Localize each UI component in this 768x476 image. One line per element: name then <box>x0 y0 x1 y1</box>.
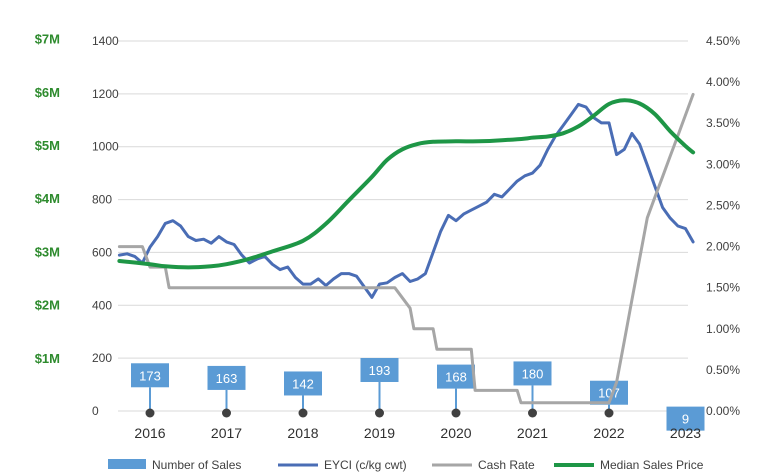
left-axis-dollars: $1M $2M $3M $4M $5M $6M $7M <box>35 32 60 366</box>
sales-value-label: 9 <box>682 412 689 427</box>
sales-value-label: 173 <box>139 368 161 383</box>
eyci-tick-label: 1400 <box>92 34 119 48</box>
legend-label: Number of Sales <box>152 458 241 472</box>
sales-dot <box>298 408 308 418</box>
gridlines <box>118 40 688 412</box>
dollar-tick-label: $4M <box>35 191 60 206</box>
x-tick-label: 2023 <box>670 425 701 441</box>
x-tick-label: 2020 <box>440 425 471 441</box>
legend-label: Cash Rate <box>478 458 535 472</box>
sales-value-label: 168 <box>445 370 467 385</box>
sales-value-label: 163 <box>216 371 238 386</box>
dollar-tick-label: $6M <box>35 85 60 100</box>
sales-box <box>284 371 322 396</box>
cash-rate-tick-label: 0.50% <box>706 363 740 377</box>
series-lines <box>117 92 696 405</box>
cash-rate-tick-label: 0.00% <box>706 404 740 418</box>
legend-swatch-sales <box>108 459 146 469</box>
sales-dot <box>528 408 537 418</box>
sales-box <box>360 357 399 382</box>
eyci-tick-label: 200 <box>92 351 112 365</box>
legend: Number of Sales EYCI (c/kg cwt) Cash Rate M… <box>108 458 704 472</box>
x-tick-label: 2021 <box>517 425 548 441</box>
median-sales-price-line <box>117 98 696 270</box>
sales-dot <box>375 408 384 418</box>
dollar-tick-label: $7M <box>35 32 60 47</box>
x-tick-label: 2017 <box>211 425 242 441</box>
sales-dot <box>604 408 614 418</box>
cash-rate-line <box>117 92 695 405</box>
cash-rate-tick-label: 1.00% <box>706 322 740 336</box>
legend-label: EYCI (c/kg cwt) <box>324 458 407 472</box>
dollar-tick-label: $1M <box>35 351 60 366</box>
cash-rate-tick-label: 2.50% <box>706 198 740 212</box>
cash-rate-tick-label: 3.00% <box>706 157 740 171</box>
eyci-line <box>117 102 695 299</box>
sales-dot <box>222 408 231 418</box>
cash-rate-tick-label: 2.00% <box>706 240 740 254</box>
left-axis-eyci: 0 200 400 600 800 1000 1200 1400 <box>92 34 119 418</box>
sales-box <box>207 365 246 390</box>
eyci-tick-label: 0 <box>92 404 99 418</box>
cash-rate-tick-label: 3.50% <box>706 116 740 130</box>
cash-rate-tick-label: 1.50% <box>706 281 740 295</box>
dollar-tick-label: $5M <box>35 138 60 153</box>
dollar-tick-label: $2M <box>35 298 60 313</box>
right-axis-cash-rate: 0.00% 0.50% 1.00% 1.50% 2.00% 2.50% 3.00% 3.50%… <box>706 34 740 418</box>
legend-label: Median Sales Price <box>600 458 704 472</box>
cash-rate-tick-label: 4.00% <box>706 75 740 89</box>
sales-value-label: 193 <box>369 363 391 378</box>
sales-box <box>437 364 475 389</box>
sales-box <box>513 361 552 386</box>
sales-value-label: 142 <box>292 376 314 391</box>
x-tick-label: 2019 <box>364 425 395 441</box>
eyci-tick-label: 600 <box>92 245 112 259</box>
cash-rate-tick-label: 4.50% <box>706 34 740 48</box>
x-axis-years: 2016 2017 2018 2019 2020 2021 2022 2023 <box>134 425 701 441</box>
sales-dot <box>145 408 155 418</box>
eyci-tick-label: 800 <box>92 193 112 207</box>
eyci-tick-label: 400 <box>92 298 112 312</box>
eyci-tick-label: 1200 <box>92 87 119 101</box>
sales-value-label: 180 <box>522 366 544 381</box>
sales-box <box>666 406 705 431</box>
sales-box <box>131 363 169 388</box>
dollar-tick-label: $3M <box>35 244 60 259</box>
eyci-tick-label: 1000 <box>92 140 119 154</box>
x-tick-label: 2018 <box>287 425 318 441</box>
x-tick-label: 2016 <box>134 425 165 441</box>
x-tick-label: 2022 <box>593 425 624 441</box>
sales-dot <box>451 408 461 418</box>
